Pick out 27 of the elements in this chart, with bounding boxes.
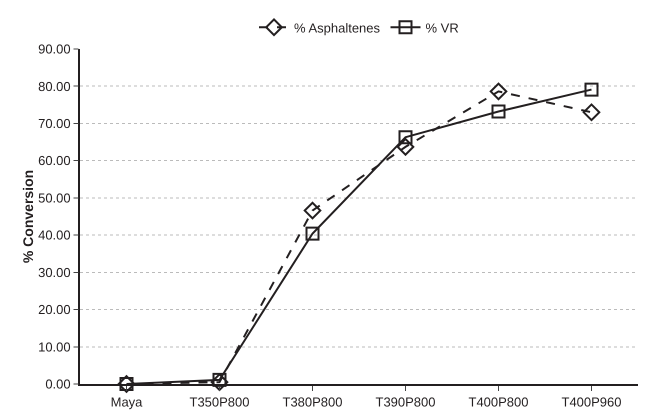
point	[306, 226, 320, 241]
y-tick-label: 0.00	[45, 376, 71, 392]
y-axis-title: % Conversion	[20, 170, 36, 264]
legend-label: % VR	[426, 20, 459, 36]
point	[584, 82, 598, 97]
x-tick-label: T350P800	[190, 394, 250, 410]
y-tick-label: 50.00	[38, 190, 71, 206]
point	[398, 130, 412, 144]
point	[582, 103, 600, 122]
y-tick-label: 70.00	[38, 116, 71, 131]
x-tick-label: T400P960	[562, 394, 622, 410]
y-tick-label: 40.00	[38, 228, 71, 243]
y-tick-label: 10.00	[38, 339, 71, 354]
x-tick-label: T380P800	[282, 394, 342, 410]
y-tick-label: 30.00	[38, 264, 71, 280]
y-tick-label: 80.00	[38, 78, 71, 94]
legend-label: % Asphaltenes	[294, 20, 381, 36]
x-tick-label: Maya	[110, 394, 144, 410]
y-tick-label: 60.00	[38, 153, 71, 168]
point	[396, 138, 414, 156]
y-tick-label: 90.00	[38, 42, 71, 57]
point	[490, 82, 508, 100]
x-tick-label: T390P800	[376, 394, 436, 410]
y-tick-label: 20.00	[38, 302, 71, 318]
x-tick-label: T400P800	[468, 394, 528, 410]
point	[492, 104, 506, 119]
point	[304, 202, 322, 220]
